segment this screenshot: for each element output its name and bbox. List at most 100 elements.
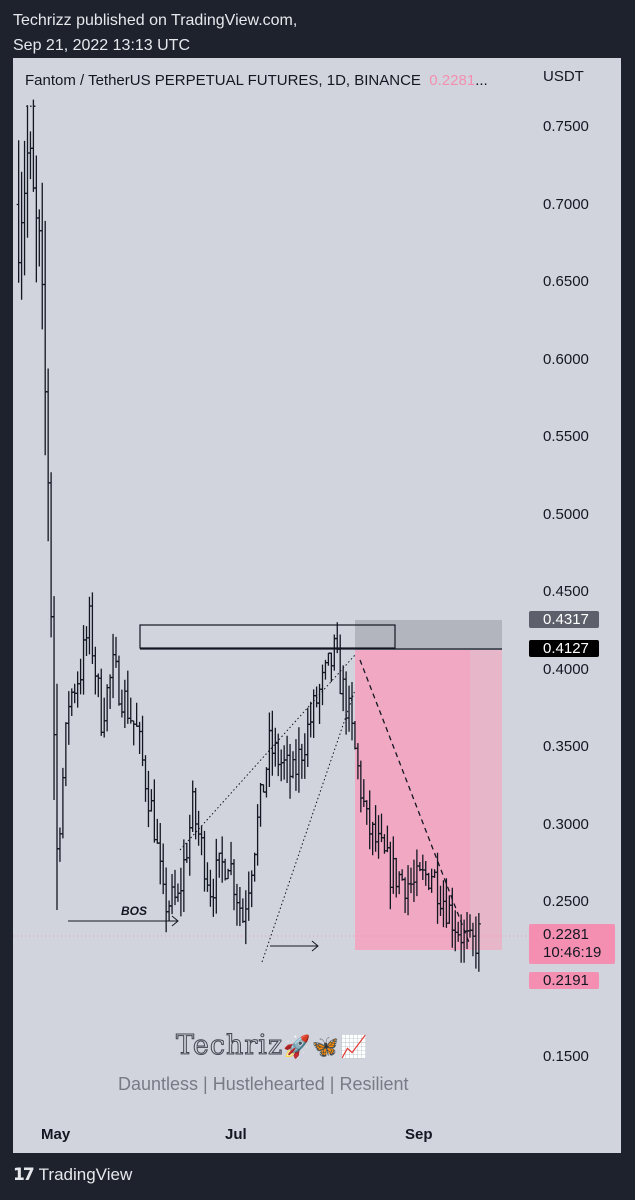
y-tick-label: 0.7500	[543, 118, 589, 135]
ohlc-bar	[282, 745, 287, 780]
y-tick-label: 0.6000	[543, 350, 589, 368]
ohlc-bar	[16, 140, 21, 283]
last-price: 0.2281	[429, 72, 476, 89]
x-tick-sep: Sep	[405, 1126, 433, 1143]
ohlc-bar	[119, 689, 124, 718]
ohlc-bar	[78, 658, 83, 695]
ohlc-bar	[134, 702, 139, 727]
ohlc-bar	[19, 171, 24, 300]
ohlc-bar	[217, 852, 222, 878]
ohlc-bar	[40, 182, 45, 330]
y-tick-label: 0.5500	[543, 428, 589, 445]
ohlc-bar	[293, 739, 298, 791]
ohlc-bar	[279, 749, 284, 782]
watermark-tagline: Dauntless | Hustlehearted | Resilient	[118, 1074, 409, 1094]
footer-brand[interactable]: 𝟭𝟳 TradingView	[13, 1165, 132, 1185]
ohlc-bar	[190, 780, 195, 833]
short-position-projection[interactable]	[470, 650, 502, 950]
publish-date: Sep 21, 2022 13:13 UTC	[13, 37, 191, 54]
ohlc-bar	[25, 105, 30, 238]
ohlc-bar	[155, 818, 160, 844]
last-price-value: 0.2281	[543, 926, 589, 943]
watermark-emoji: 🚀🦋📈	[283, 1035, 369, 1060]
tradingview-logo-icon: 𝟭𝟳	[13, 1165, 35, 1184]
ohlc-bar	[350, 682, 354, 741]
publisher-line: Techrizz published on TradingView.com,	[13, 12, 298, 29]
ohlc-bar	[267, 712, 272, 788]
ohlc-bar	[161, 843, 166, 895]
ohlc-bar	[296, 727, 301, 793]
ohlc-bar	[199, 825, 204, 856]
ohlc-bar	[258, 782, 263, 827]
ohlc-bar	[208, 869, 213, 907]
chart-panel[interactable]: BOS Fantom / TetherUS PERPETUAL FUTURES,…	[13, 58, 621, 1153]
ohlc-bar	[152, 779, 157, 843]
ohlc-bar	[240, 898, 245, 923]
ohlc-bar	[105, 684, 110, 732]
ohlc-bar	[81, 625, 86, 695]
ohlc-bar	[202, 830, 207, 892]
ohlc-bar	[326, 652, 331, 666]
y-tick-label: 0.4500	[543, 583, 589, 600]
ohlc-bar	[102, 697, 107, 738]
ohlc-bar	[143, 755, 148, 802]
ohlc-bar	[252, 852, 257, 882]
ohlc-bar	[291, 751, 295, 779]
ohlc-bar	[49, 472, 54, 638]
ohlc-bar	[158, 823, 163, 885]
ohlc-bar	[93, 646, 98, 695]
chart-title: Fantom / TetherUS PERPETUAL FUTURES, 1D,…	[25, 72, 488, 89]
ohlc-bar	[338, 634, 343, 695]
ohlc-bar	[320, 664, 325, 706]
ohlc-bar	[234, 883, 239, 926]
ohlc-bar	[170, 874, 175, 915]
ohlc-bar	[75, 671, 80, 708]
ohlc-bar	[243, 890, 248, 945]
title-ellipsis: ...	[475, 72, 488, 89]
x-tick-jul: Jul	[225, 1126, 247, 1143]
ohlc-bar	[299, 743, 304, 779]
ohlc-bar	[285, 735, 290, 783]
y-tick-label: 0.7000	[543, 195, 589, 213]
ohlc-bar	[37, 209, 42, 267]
ohlc-bar	[332, 634, 337, 671]
y-tick-label: 0.2500	[543, 893, 589, 910]
ohlc-bar	[305, 707, 310, 768]
ohlc-bar	[229, 841, 234, 876]
ohlc-bar	[66, 691, 71, 745]
trend-line-lower[interactable]	[261, 689, 356, 963]
ohlc-bar	[314, 686, 319, 708]
bos-arrow-head-icon	[171, 915, 179, 927]
ohlc-bar	[128, 697, 133, 724]
ohlc-bar	[164, 867, 169, 933]
ohlc-bar	[311, 689, 316, 739]
ohlc-bar	[111, 633, 116, 699]
ohlc-bar	[187, 814, 192, 876]
ohlc-bar	[205, 862, 210, 892]
y-tick-label: 0.1500	[543, 1048, 589, 1065]
y-tick-label: 0.6500	[543, 273, 589, 290]
ohlc-bar	[232, 859, 236, 911]
arrow-head-icon	[311, 940, 319, 952]
ohlc-bar	[341, 665, 346, 712]
ohlc-bar	[99, 668, 104, 736]
ohlc-bar	[46, 368, 51, 542]
ohlc-bar	[270, 710, 275, 776]
ohlc-bar	[43, 220, 48, 456]
symbol-title: Fantom / TetherUS PERPETUAL FUTURES, 1D,…	[25, 72, 421, 89]
more-indicator[interactable]: ...	[25, 94, 37, 110]
price-tag-zone-top: 0.4317	[529, 611, 599, 628]
ohlc-bar	[84, 626, 89, 656]
ohlc-bar	[214, 838, 219, 914]
price-chart[interactable]	[13, 58, 621, 1153]
ohlc-bar	[255, 804, 260, 866]
ohlc-bar	[261, 784, 266, 793]
trend-line-upper[interactable]	[179, 654, 356, 851]
ohlc-bar	[302, 733, 307, 779]
ohlc-bar	[220, 836, 225, 883]
ohlc-bar	[347, 685, 352, 732]
ohlc-bar	[137, 721, 142, 755]
y-tick-label: 0.3000	[543, 815, 589, 833]
order-block-rect[interactable]	[139, 624, 396, 649]
ohlc-bar	[140, 715, 145, 767]
